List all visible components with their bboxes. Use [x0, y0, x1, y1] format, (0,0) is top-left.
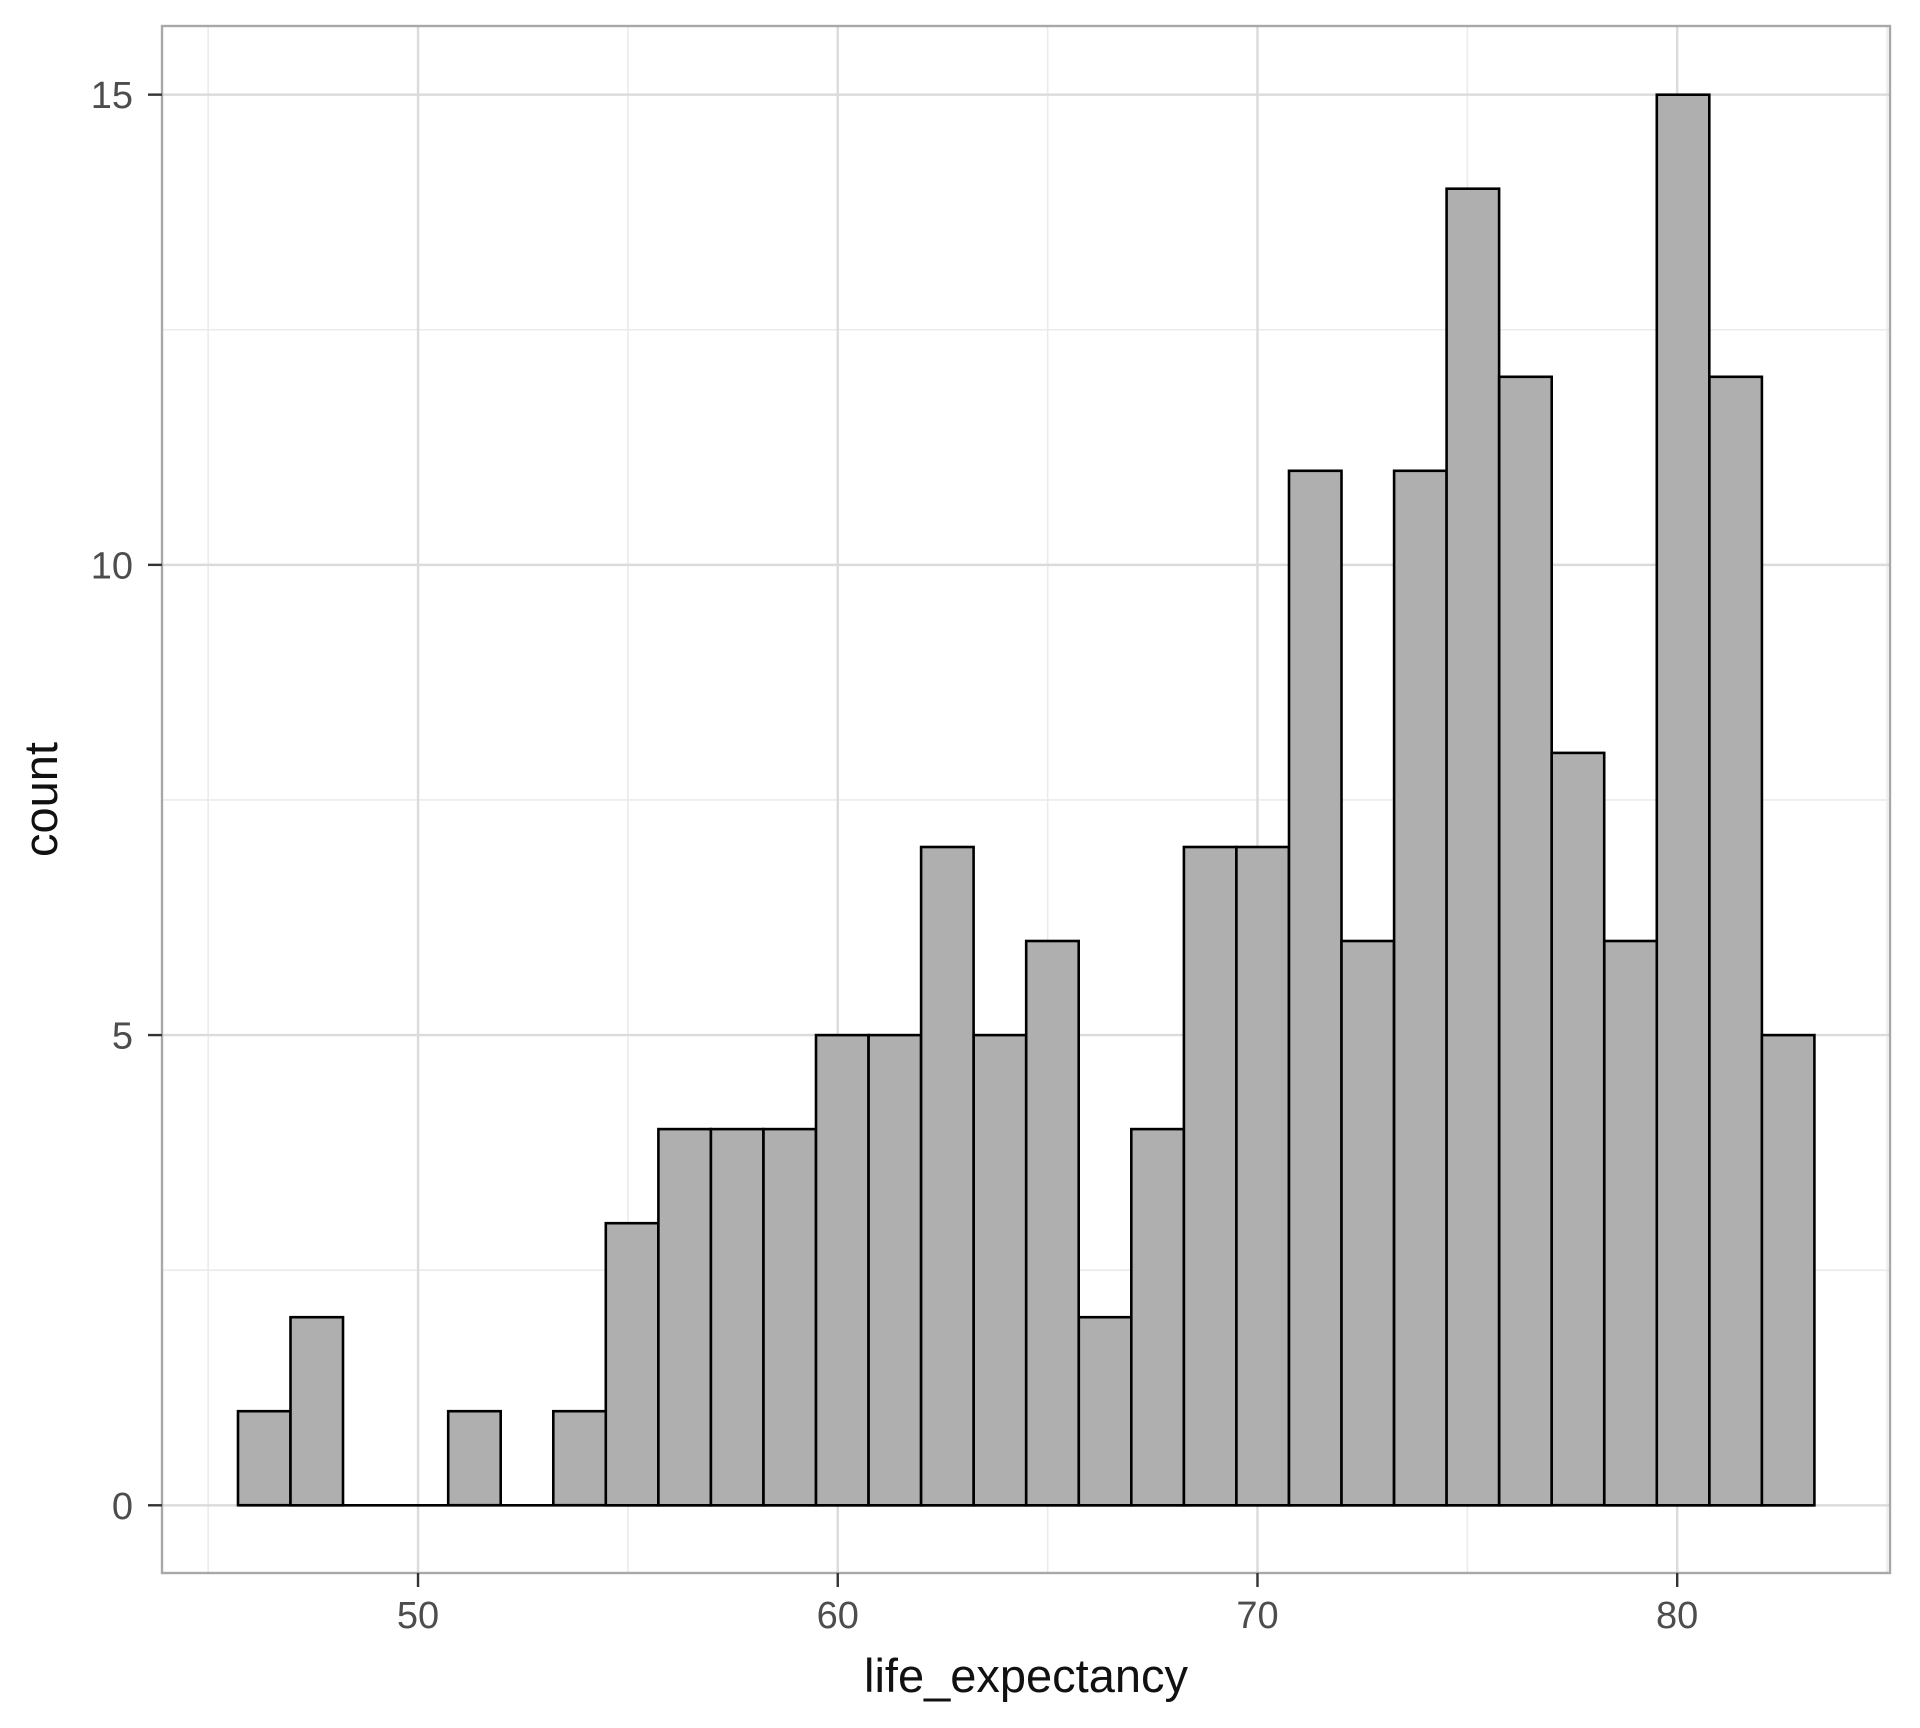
y-tick-labels: 0 5 10 15 — [91, 75, 133, 1528]
histogram-bar — [919, 845, 975, 1507]
histogram-bar — [972, 1033, 1028, 1507]
histogram-bar — [1445, 187, 1501, 1507]
histogram-bar — [551, 1409, 608, 1507]
x-tick-label: 80 — [1656, 1595, 1698, 1637]
y-tick-label: 5 — [112, 1016, 133, 1058]
x-tick-label: 70 — [1236, 1595, 1278, 1637]
histogram-bar — [867, 1033, 923, 1507]
histogram-bar — [1392, 469, 1448, 1507]
y-tick-label: 15 — [91, 75, 133, 117]
axis-ticks — [148, 93, 1679, 1587]
x-tick-label: 50 — [397, 1595, 439, 1637]
y-tick-label: 10 — [91, 545, 133, 587]
histogram-bar — [1603, 939, 1659, 1507]
x-axis-title: life_expectancy — [864, 1649, 1188, 1702]
histogram-bar — [1340, 939, 1396, 1507]
histogram-bar — [446, 1409, 503, 1507]
histogram-bar — [236, 1409, 292, 1507]
histogram-bar — [1655, 93, 1711, 1507]
histogram-bar — [657, 1127, 713, 1507]
histogram-bar — [814, 1033, 870, 1507]
x-tick-labels: 50 60 70 80 — [397, 1595, 1698, 1637]
histogram-bar — [762, 1127, 818, 1507]
histogram-bar — [1497, 375, 1553, 1507]
histogram-bar — [1760, 1033, 1816, 1507]
y-axis-title: count — [14, 742, 67, 857]
histogram-bar — [1235, 845, 1291, 1507]
histogram-bar — [1024, 939, 1080, 1507]
histogram-bars — [236, 93, 1816, 1507]
histogram-bar — [1287, 469, 1343, 1507]
x-tick-label: 60 — [817, 1595, 859, 1637]
histogram-bar — [1077, 1315, 1133, 1507]
y-tick-label: 0 — [112, 1486, 133, 1528]
histogram-bar — [709, 1127, 765, 1507]
histogram-bar — [1550, 751, 1606, 1507]
histogram-bar — [289, 1315, 345, 1507]
histogram-bar — [604, 1221, 660, 1507]
histogram-bar — [1130, 1127, 1186, 1507]
panel-border — [160, 24, 1892, 1575]
histogram-bar — [1708, 375, 1764, 1507]
histogram-bar — [1182, 845, 1238, 1507]
